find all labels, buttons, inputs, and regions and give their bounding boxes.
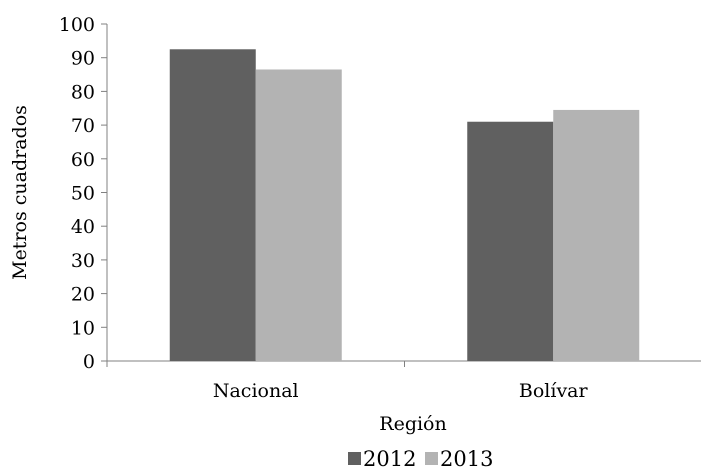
bar-2012-bolívar (467, 121, 554, 361)
y-ticks: 0 10 20 30 40 50 60 70 80 90 100 (59, 14, 107, 373)
x-axis: Nacional Bolívar (106, 360, 701, 402)
y-tick-label: 30 (71, 250, 95, 272)
bar-2013-nacional (255, 69, 342, 362)
y-tick-label: 70 (71, 115, 95, 137)
y-tick-label: 10 (71, 317, 95, 339)
x-tick-label: Bolívar (519, 380, 589, 402)
y-tick-label: 50 (71, 183, 95, 205)
legend-swatch-2012 (348, 452, 361, 465)
y-axis: 0 10 20 30 40 50 60 70 80 90 100 (59, 14, 108, 373)
legend: 2012 2013 (348, 447, 493, 471)
x-axis-title: Región (379, 413, 446, 435)
y-tick-label: 100 (59, 14, 95, 36)
y-tick-label: 80 (71, 81, 95, 103)
x-tick-label: Nacional (213, 380, 299, 402)
bars (169, 49, 640, 362)
bar-2012-nacional (169, 49, 256, 362)
y-tick-label: 40 (71, 216, 95, 238)
bar-2013-bolívar (553, 109, 640, 361)
x-ticks: Nacional Bolívar (106, 361, 589, 402)
legend-swatch-2013 (425, 452, 438, 465)
legend-label-2012: 2012 (363, 447, 416, 471)
legend-label-2013: 2013 (440, 447, 493, 471)
y-axis-title: Metros cuadrados (9, 105, 31, 280)
y-tick-label: 90 (71, 48, 95, 70)
y-tick-label: 0 (83, 351, 95, 373)
y-tick-label: 20 (71, 284, 95, 306)
y-tick-label: 60 (71, 149, 95, 171)
